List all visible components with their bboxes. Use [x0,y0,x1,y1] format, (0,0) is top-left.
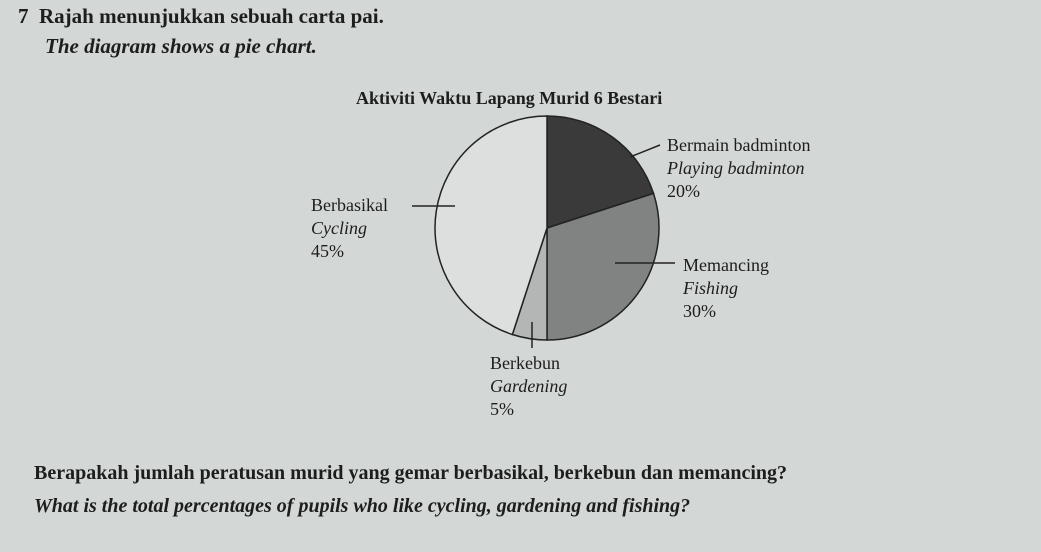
pie-slice-cycling [434,115,548,336]
label-ms: Memancing [683,255,769,275]
label-gardening: Berkebun Gardening 5% [490,352,567,421]
chart-title: Aktiviti Waktu Lapang Murid 6 Bestari [356,88,663,108]
value-label: 5% [490,399,514,419]
label-en: Playing badminton [667,158,805,178]
leader-badminton [629,144,661,158]
pie-slice-fishing [546,192,660,341]
label-en: Gardening [490,376,568,396]
question-intro-en: The diagram shows a pie chart. [45,34,317,58]
value-label: 30% [683,301,716,321]
value-label: 45% [311,241,344,261]
intro-ms-text: Rajah menunjukkan sebuah carta pai. [39,4,384,28]
pie-slice-playing-badminton [546,115,655,230]
question-number: 7 [18,4,29,28]
question-ask-ms: Berapakah jumlah peratusan murid yang ge… [34,462,788,484]
label-fishing: Memancing Fishing 30% [683,254,769,323]
label-en: Cycling [311,218,367,238]
label-ms: Berkebun [490,353,560,373]
question-ask-en: What is the total percentages of pupils … [34,495,691,517]
label-ms: Berbasikal [311,195,388,215]
label-ms: Bermain badminton [667,135,811,155]
question-intro-ms: 7 Rajah menunjukkan sebuah carta pai. [18,4,384,29]
label-en: Fishing [683,278,739,298]
value-label: 20% [667,181,700,201]
label-cycling: Berbasikal Cycling 45% [311,194,388,263]
label-badminton: Bermain badminton Playing badminton 20% [667,134,810,203]
